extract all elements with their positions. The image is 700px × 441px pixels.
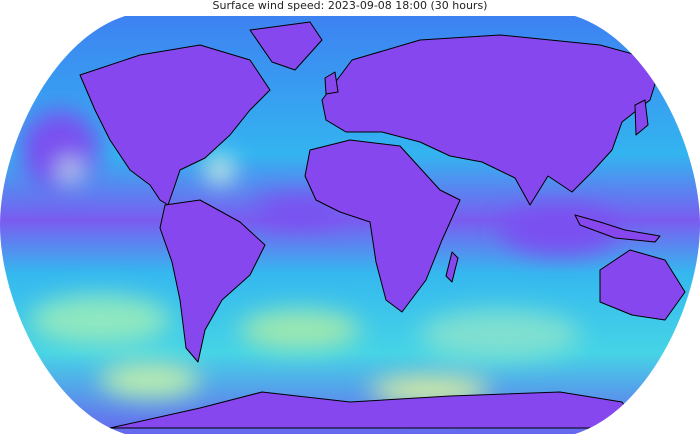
greenland — [249, 21, 323, 71]
map-title: Surface wind speed: 2023-09-08 18:00 (30… — [213, 0, 488, 12]
new-zealand — [685, 319, 699, 346]
africa — [304, 139, 461, 313]
madagascar — [445, 251, 459, 283]
north-america — [79, 44, 271, 206]
eurasia — [321, 34, 663, 206]
british-isles — [324, 71, 339, 95]
indonesia — [574, 214, 661, 243]
south-america — [159, 199, 266, 363]
japan — [634, 99, 649, 136]
australia — [599, 249, 686, 321]
